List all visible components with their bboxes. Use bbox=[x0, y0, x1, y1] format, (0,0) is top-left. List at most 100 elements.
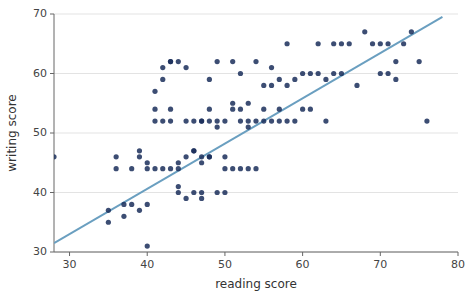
scatter-point bbox=[269, 83, 274, 88]
scatter-point bbox=[215, 59, 220, 64]
scatter-point bbox=[168, 107, 173, 112]
scatter-point bbox=[424, 119, 429, 124]
scatter-point bbox=[145, 166, 150, 171]
scatter-point bbox=[176, 190, 181, 195]
scatter-point bbox=[393, 77, 398, 82]
scatter-point bbox=[152, 166, 157, 171]
scatter-point bbox=[114, 154, 119, 159]
scatter-point bbox=[106, 220, 111, 225]
scatter-point bbox=[385, 41, 390, 46]
scatter-point bbox=[199, 160, 204, 165]
tick-x bbox=[147, 252, 148, 256]
scatter-point bbox=[191, 190, 196, 195]
tick-y bbox=[50, 14, 54, 15]
scatter-point bbox=[238, 119, 243, 124]
tick-y bbox=[50, 252, 54, 253]
scatter-point bbox=[222, 166, 227, 171]
scatter-point bbox=[323, 119, 328, 124]
chart-container: 3040506070304050607080reading scorewriti… bbox=[0, 0, 474, 296]
grid-line-y bbox=[54, 252, 458, 253]
scatter-point bbox=[277, 77, 282, 82]
scatter-point bbox=[246, 124, 251, 129]
scatter-point bbox=[362, 29, 367, 34]
scatter-point bbox=[168, 166, 173, 171]
grid bbox=[54, 14, 458, 252]
scatter-point bbox=[176, 166, 181, 171]
scatter-point bbox=[129, 166, 134, 171]
scatter-point bbox=[277, 107, 282, 112]
grid-line-y bbox=[54, 133, 458, 134]
scatter-point bbox=[207, 77, 212, 82]
scatter-point bbox=[199, 190, 204, 195]
scatter-point bbox=[199, 154, 204, 159]
scatter-point bbox=[215, 124, 220, 129]
scatter-point bbox=[183, 154, 188, 159]
scatter-point bbox=[191, 119, 196, 124]
scatter-point bbox=[417, 59, 422, 64]
scatter-point bbox=[300, 107, 305, 112]
scatter-point bbox=[331, 41, 336, 46]
scatter-point bbox=[246, 166, 251, 171]
tick-label-y: 50 bbox=[33, 126, 47, 139]
axis-x bbox=[54, 252, 458, 253]
scatter-point bbox=[253, 59, 258, 64]
axis-y bbox=[54, 14, 55, 252]
scatter-point bbox=[160, 65, 165, 70]
scatter-point bbox=[152, 89, 157, 94]
tick-label-x: 40 bbox=[140, 258, 154, 271]
scatter-point bbox=[137, 148, 142, 153]
tick-label-y: 40 bbox=[33, 186, 47, 199]
scatter-point bbox=[238, 166, 243, 171]
scatter-point bbox=[331, 71, 336, 76]
chart: 3040506070304050607080reading scorewriti… bbox=[0, 0, 474, 296]
scatter-point bbox=[378, 71, 383, 76]
scatter-point bbox=[230, 59, 235, 64]
scatter-point bbox=[207, 119, 212, 124]
scatter-point bbox=[145, 202, 150, 207]
scatter-point bbox=[308, 107, 313, 112]
scatter-point bbox=[199, 119, 204, 124]
scatter-point bbox=[339, 41, 344, 46]
scatter-point bbox=[168, 59, 173, 64]
scatter-point bbox=[238, 107, 243, 112]
tick-label-x: 50 bbox=[218, 258, 232, 271]
scatter-point bbox=[191, 148, 196, 153]
scatter-point bbox=[168, 119, 173, 124]
tick-x bbox=[380, 252, 381, 256]
scatter-point bbox=[370, 41, 375, 46]
scatter-point bbox=[207, 154, 212, 159]
scatter-point bbox=[339, 71, 344, 76]
scatter-point bbox=[129, 202, 134, 207]
tick-x bbox=[458, 252, 459, 256]
scatter-point bbox=[215, 119, 220, 124]
tick-label-y: 70 bbox=[33, 7, 47, 20]
scatter-point bbox=[230, 166, 235, 171]
scatter-point bbox=[152, 119, 157, 124]
scatter-point bbox=[316, 41, 321, 46]
tick-y bbox=[50, 133, 54, 134]
scatter-point bbox=[347, 41, 352, 46]
tick-x bbox=[302, 252, 303, 256]
scatter-point bbox=[54, 154, 57, 159]
scatter-point bbox=[183, 119, 188, 124]
scatter-point bbox=[269, 65, 274, 70]
scatter-point bbox=[401, 41, 406, 46]
scatter-point bbox=[199, 119, 204, 124]
scatter-point bbox=[308, 71, 313, 76]
grid-line-y bbox=[54, 192, 458, 193]
scatter-point bbox=[121, 214, 126, 219]
scatter-point bbox=[114, 166, 119, 171]
tick-label-y: 60 bbox=[33, 67, 47, 80]
scatter-point bbox=[160, 77, 165, 82]
regression-line bbox=[54, 17, 442, 243]
scatter-point bbox=[316, 71, 321, 76]
scatter-point bbox=[222, 119, 227, 124]
scatter-point bbox=[222, 154, 227, 159]
scatter-point bbox=[277, 119, 282, 124]
scatter-point bbox=[137, 154, 142, 159]
tick-label-x: 70 bbox=[373, 258, 387, 271]
scatter-point bbox=[183, 196, 188, 201]
scatter-point bbox=[378, 41, 383, 46]
scatter-point bbox=[354, 83, 359, 88]
scatter-point bbox=[269, 119, 274, 124]
